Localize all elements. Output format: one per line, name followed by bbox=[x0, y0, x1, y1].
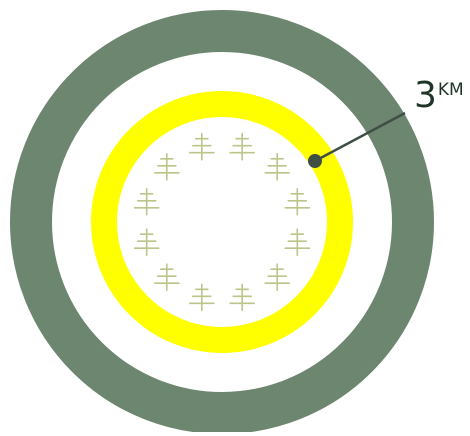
outer-ring bbox=[10, 10, 434, 434]
distance-unit: KM bbox=[437, 80, 464, 100]
tree-icon bbox=[189, 132, 215, 161]
tree-icon bbox=[284, 188, 311, 216]
marker-dot-icon bbox=[308, 154, 322, 168]
tree-group bbox=[133, 132, 311, 312]
tree-icon bbox=[154, 153, 180, 181]
distance-value: 3 bbox=[414, 75, 437, 116]
distance-label: 3KM bbox=[414, 78, 464, 114]
tree-icon bbox=[229, 132, 255, 161]
inner-ring bbox=[91, 91, 353, 353]
tree-icon bbox=[229, 283, 255, 312]
tree-icon bbox=[133, 188, 160, 216]
leader-line bbox=[314, 111, 406, 163]
tree-icon bbox=[284, 228, 311, 256]
tree-icon bbox=[154, 263, 180, 292]
tree-icon bbox=[264, 263, 291, 292]
tree-icon bbox=[264, 153, 291, 181]
tree-icon bbox=[189, 283, 215, 312]
tree-icon bbox=[133, 228, 160, 256]
